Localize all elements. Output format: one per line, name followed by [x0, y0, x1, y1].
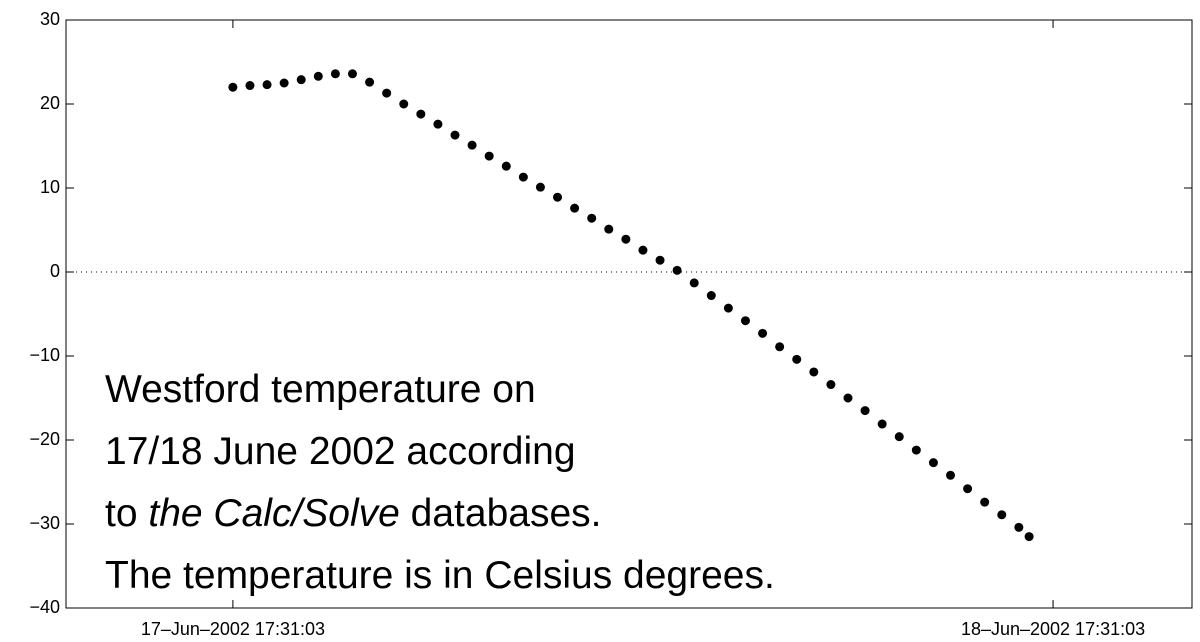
data-point — [382, 88, 392, 98]
x-tick-label: 18–Jun–2002 17:31:03 — [961, 619, 1145, 639]
data-point — [638, 245, 648, 255]
data-point — [365, 77, 375, 87]
data-point — [518, 172, 528, 182]
data-point — [279, 78, 289, 88]
data-point — [775, 342, 785, 352]
data-point — [860, 406, 870, 416]
data-point — [1014, 522, 1024, 532]
y-tick-label: −30 — [29, 513, 60, 533]
data-point — [553, 192, 563, 202]
annotation-line: The temperature is in Celsius degrees. — [105, 554, 775, 597]
data-point — [911, 445, 921, 455]
data-point — [245, 81, 255, 91]
data-point — [433, 119, 443, 129]
data-point — [997, 510, 1007, 520]
annotation-line: Westford temperature on — [105, 368, 536, 411]
annotation-line: 17/18 June 2002 according — [105, 430, 576, 473]
data-point — [758, 328, 768, 338]
data-point — [809, 367, 819, 377]
data-point — [313, 71, 323, 81]
data-point — [963, 484, 973, 494]
data-point — [877, 419, 887, 429]
data-point — [826, 380, 836, 390]
annotation-text: the Calc/Solve — [148, 492, 399, 535]
data-point — [347, 69, 357, 79]
annotation-text: to — [105, 492, 148, 535]
y-tick-label: −40 — [29, 597, 60, 617]
data-point — [1024, 532, 1034, 542]
data-point — [399, 99, 409, 109]
data-point — [535, 182, 545, 192]
data-point — [706, 291, 716, 301]
annotation-line: to the Calc/Solve databases. — [105, 492, 602, 535]
y-tick-label: 20 — [40, 93, 60, 113]
y-tick-label: 10 — [40, 177, 60, 197]
data-point — [792, 354, 802, 364]
data-point — [740, 316, 750, 326]
data-point — [689, 278, 699, 288]
y-tick-label: 30 — [40, 9, 60, 29]
data-point — [484, 151, 494, 161]
data-point — [672, 265, 682, 275]
x-tick-label: 17–Jun–2002 17:31:03 — [141, 619, 325, 639]
data-point — [946, 470, 956, 480]
annotation-text: databases. — [400, 492, 602, 535]
plot-frame — [65, 19, 1193, 609]
data-point — [843, 393, 853, 403]
data-point — [296, 75, 306, 85]
data-point — [655, 255, 665, 265]
data-point — [894, 432, 904, 442]
data-point — [587, 213, 597, 223]
data-point — [416, 109, 426, 119]
annotation-text: Westford temperature on — [105, 368, 536, 411]
y-tick-label: −10 — [29, 345, 60, 365]
data-point — [928, 458, 938, 468]
annotation-text: 17/18 June 2002 according — [105, 430, 576, 473]
data-point — [621, 234, 631, 244]
data-point — [262, 80, 272, 90]
data-point — [980, 497, 990, 507]
y-tick-label: 0 — [50, 261, 60, 281]
y-tick-label: −20 — [29, 429, 60, 449]
data-point — [228, 82, 238, 92]
data-point — [450, 130, 460, 140]
data-point — [570, 203, 580, 213]
data-point — [330, 69, 340, 79]
annotation-text: The temperature is in Celsius degrees. — [105, 554, 775, 597]
data-point — [501, 161, 511, 171]
data-point — [467, 140, 477, 150]
data-point — [604, 224, 614, 234]
data-point — [723, 303, 733, 313]
